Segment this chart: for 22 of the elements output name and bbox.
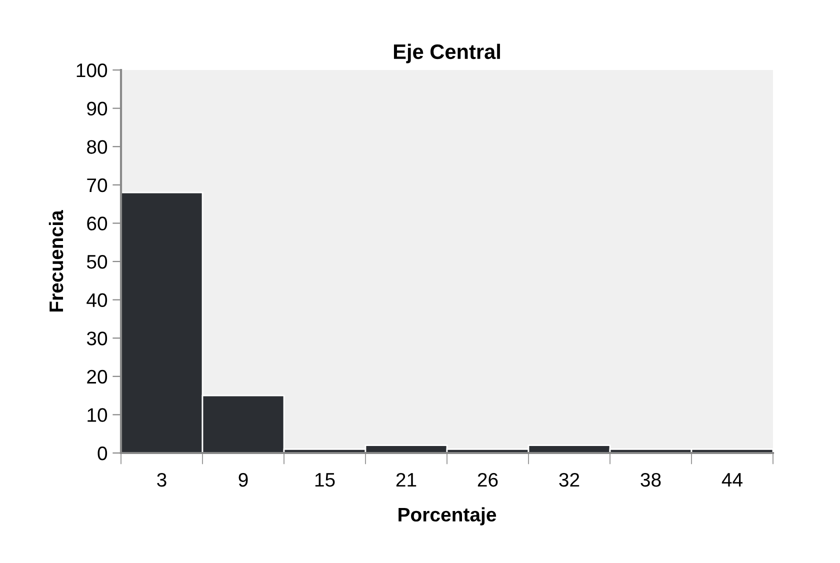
x-tick-label: 15 <box>315 473 335 487</box>
y-tick-label: 40 <box>86 293 108 308</box>
y-tick-label: 50 <box>86 254 108 269</box>
y-tick-label: 0 <box>98 446 108 460</box>
y-tick-label: 100 <box>76 63 108 78</box>
y-tick-label: 30 <box>86 332 108 346</box>
y-tick-label: 10 <box>88 408 108 422</box>
y-tick-label: 20 <box>87 370 108 384</box>
y-tick-label: 60 <box>87 216 108 230</box>
x-tick-label: 9 <box>238 472 248 487</box>
y-tick-label: 90 <box>87 102 108 116</box>
x-tick-label: 32 <box>559 472 580 487</box>
y-axis-title: Frecuencia <box>48 210 64 312</box>
x-tick-label: 3 <box>157 472 166 487</box>
x-tick-label: 21 <box>396 472 416 487</box>
chart-title: Eje Central <box>394 44 500 64</box>
x-axis-title: Porcentaje <box>398 507 496 526</box>
y-tick-label: 70 <box>87 178 108 192</box>
y-tick-label: 80 <box>87 140 108 154</box>
x-tick-label: 44 <box>722 473 742 487</box>
x-tick-label: 38 <box>640 472 661 487</box>
x-tick-label: 26 <box>478 472 498 487</box>
